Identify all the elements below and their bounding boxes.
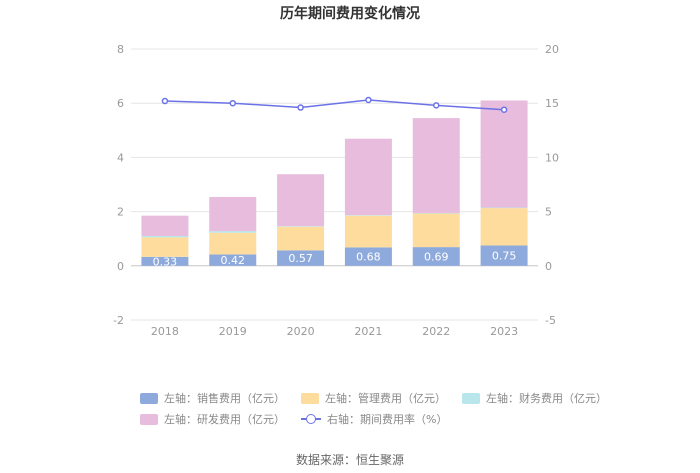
rate-point (433, 102, 440, 109)
chart-title: 历年期间费用变化情况 (280, 6, 420, 22)
legend-swatch-sales (140, 392, 158, 404)
left-tick-label: 0 (117, 260, 124, 273)
legend-label-admin: 左轴：管理费用（亿元） (325, 392, 446, 405)
bar-segment (141, 256, 189, 266)
bar-segment (209, 254, 257, 266)
rate-point (161, 97, 169, 105)
legend-swatch-rnd (140, 413, 158, 425)
bar-value-label: 0.75 (492, 250, 517, 263)
bar-segment (412, 213, 460, 248)
right-tick-label: 10 (545, 151, 559, 164)
left-tick-label: 8 (117, 43, 124, 56)
bar-value-label: 0.68 (356, 251, 381, 264)
bar-segment (480, 245, 528, 266)
bar-segment (209, 196, 257, 232)
bar-segment (141, 237, 189, 257)
bar-segment (277, 226, 325, 227)
right-tick-label: 20 (545, 43, 559, 56)
x-tick-label: 2020 (287, 325, 315, 338)
legend-label-rate: 右轴：期间费用率（%） (327, 413, 448, 426)
bar-segment (344, 247, 392, 266)
left-tick-label: 2 (117, 206, 124, 219)
rate-line (161, 96, 508, 113)
legend-item-sales[interactable]: 左轴：销售费用（亿元） (140, 390, 285, 406)
x-tick-label: 2021 (354, 325, 382, 338)
legend-item-rnd[interactable]: 左轴：研发费用（亿元） (140, 411, 285, 427)
rate-point (229, 99, 236, 107)
bar-segment (344, 215, 392, 248)
bar-segment (480, 100, 528, 208)
bar-segment (480, 208, 528, 246)
legend-label-sales: 左轴：销售费用（亿元） (164, 392, 285, 405)
right-tick-label: 15 (545, 97, 559, 110)
bars: 0.33 0.42 0.57 0.68 0.69 0.75 (141, 100, 528, 268)
legend-swatch-admin (301, 392, 319, 404)
legend-line-icon (301, 413, 321, 425)
bar-segment (277, 226, 325, 251)
right-axis-ticks: -5 0 5 10 15 20 (545, 43, 559, 327)
rate-polyline (164, 99, 505, 111)
x-tick-label: 2018 (151, 325, 179, 338)
x-tick-label: 2023 (490, 325, 518, 338)
bar-segment (412, 212, 460, 214)
bar-segment (480, 207, 528, 209)
bar-segment (277, 174, 325, 227)
rate-point (500, 106, 508, 113)
x-tick-label: 2019 (219, 325, 247, 338)
legend-item-admin[interactable]: 左轴：管理费用（亿元） (301, 390, 446, 406)
left-tick-label: -2 (113, 314, 124, 327)
bar-value-label: 0.33 (153, 255, 178, 268)
bar-segment (141, 235, 189, 238)
bar-segment (209, 232, 257, 255)
data-source: 数据来源：恒生聚源 (295, 453, 404, 467)
bar-segment (209, 231, 257, 233)
right-tick-label: 5 (545, 206, 552, 219)
left-axis-ticks: -2 0 2 4 6 8 (113, 43, 124, 327)
bar-value-label: 0.69 (424, 250, 449, 263)
bar-segment (141, 215, 189, 236)
right-tick-label: -5 (545, 314, 556, 327)
bar-segment (412, 247, 460, 266)
legend-label-finance: 左轴：财务费用（亿元） (486, 392, 607, 405)
grid (131, 48, 538, 321)
bar-segment (277, 250, 325, 266)
left-tick-label: 6 (117, 97, 124, 110)
x-axis-ticks: 2018 2019 2020 2021 2022 2023 (151, 325, 518, 338)
bar-segment (412, 118, 460, 213)
right-tick-label: 0 (545, 260, 552, 273)
legend-item-finance[interactable]: 左轴：财务费用（亿元） (462, 390, 607, 406)
rate-point (297, 104, 304, 111)
legend-swatch-finance (462, 392, 480, 404)
legend: 左轴：销售费用（亿元） 左轴：管理费用（亿元） 左轴：财务费用（亿元） 左轴：研… (140, 388, 607, 430)
legend-item-rate[interactable]: 右轴：期间费用率（%） (301, 411, 447, 427)
bar-segment (344, 215, 392, 216)
legend-label-rnd: 左轴：研发费用（亿元） (164, 413, 285, 426)
bar-value-label: 0.57 (288, 252, 313, 265)
rate-point (365, 96, 372, 104)
bar-value-label: 0.42 (221, 254, 246, 267)
left-tick-label: 4 (117, 151, 124, 164)
x-tick-label: 2022 (422, 325, 450, 338)
bar-segment (344, 138, 392, 216)
